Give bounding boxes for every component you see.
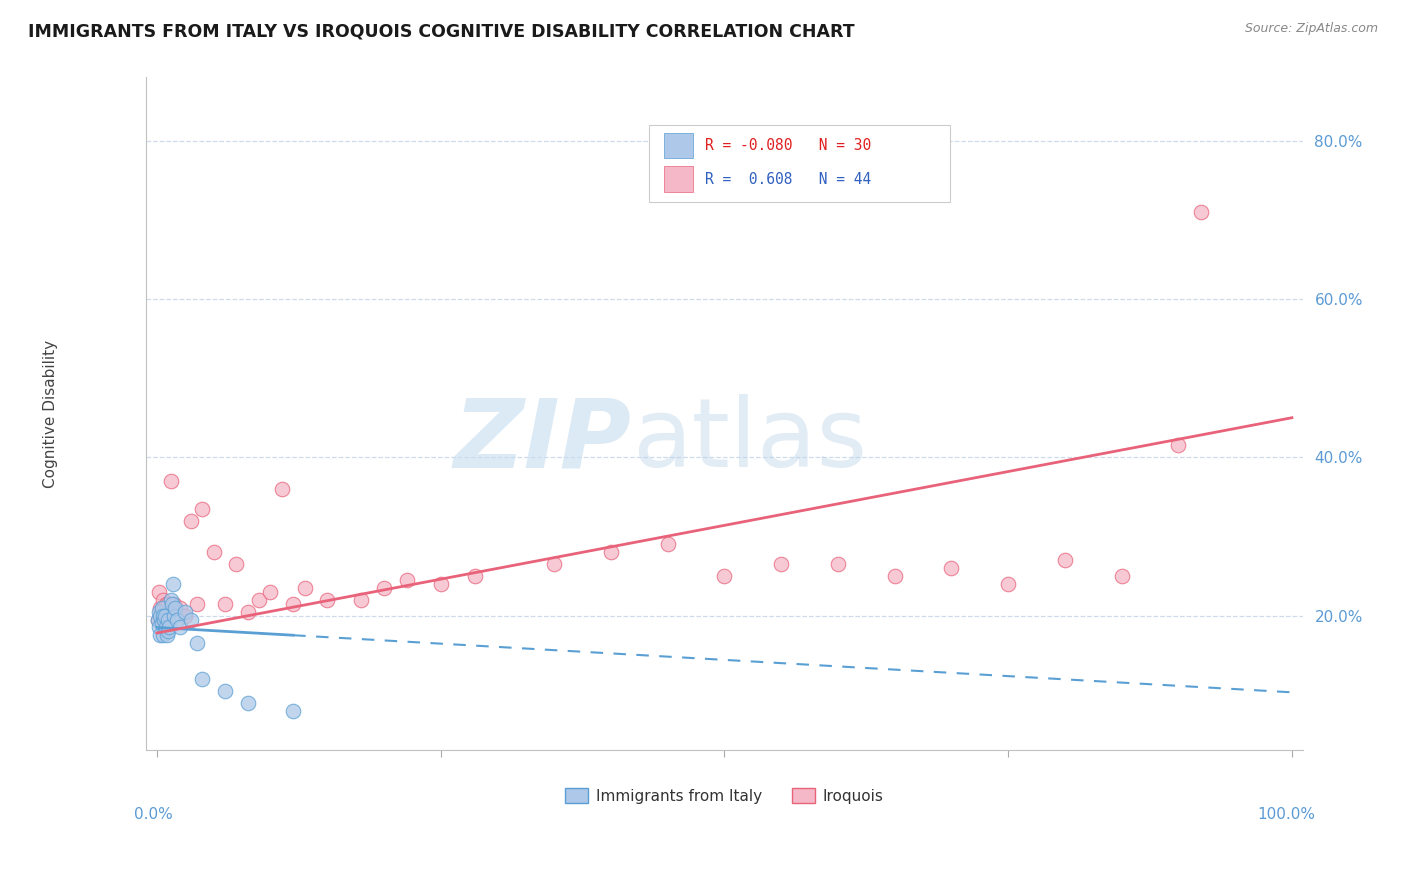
Point [283,704,305,718]
Point [146,613,169,627]
Text: Source: ZipAtlas.com: Source: ZipAtlas.com [1244,22,1378,36]
Point [543,557,565,571]
Point [657,537,679,551]
Point [156,628,179,642]
Point [152,592,174,607]
FancyBboxPatch shape [664,133,693,158]
Point [159,474,181,488]
Point [148,605,170,619]
Point [236,696,259,710]
Point [180,514,202,528]
Point [150,616,173,631]
Point [1111,569,1133,583]
Point [941,561,963,575]
Point [155,597,177,611]
Point [157,597,180,611]
Point [464,569,486,583]
Point [600,545,623,559]
Point [1053,553,1076,567]
Point [148,584,170,599]
Point [191,501,214,516]
Text: 100.0%: 100.0% [1257,807,1315,822]
FancyBboxPatch shape [650,125,950,202]
Point [149,608,172,623]
Point [225,557,247,571]
Point [149,628,172,642]
Point [169,620,191,634]
Point [827,557,849,571]
Point [160,597,183,611]
Point [174,608,197,623]
Point [153,608,176,623]
Point [152,613,174,627]
Point [157,624,180,639]
Point [174,605,197,619]
Point [294,581,316,595]
Point [236,605,259,619]
Point [270,482,292,496]
Point [1167,438,1189,452]
Point [155,620,177,634]
Point [153,608,176,623]
Point [146,613,169,627]
Point [259,584,281,599]
Point [157,613,180,627]
Point [159,620,181,634]
Text: R = -0.080   N = 30: R = -0.080 N = 30 [704,138,870,153]
Point [163,597,186,611]
Point [429,577,451,591]
Point [186,597,208,611]
Point [169,600,191,615]
Point [214,597,236,611]
Point [191,672,214,686]
Y-axis label: Cognitive Disability: Cognitive Disability [44,340,58,488]
Point [395,573,418,587]
Text: R =  0.608   N = 44: R = 0.608 N = 44 [704,171,870,186]
Point [150,613,173,627]
Point [373,581,395,595]
FancyBboxPatch shape [664,166,693,192]
Point [162,577,184,591]
Point [202,545,225,559]
Text: IMMIGRANTS FROM ITALY VS IROQUOIS COGNITIVE DISABILITY CORRELATION CHART: IMMIGRANTS FROM ITALY VS IROQUOIS COGNIT… [28,22,855,40]
Point [152,600,174,615]
Text: 0.0%: 0.0% [134,807,173,822]
Point [316,592,339,607]
Point [350,592,373,607]
Point [283,597,305,611]
Text: atlas: atlas [631,394,868,487]
Point [150,600,173,615]
Point [883,569,905,583]
Point [149,600,172,615]
Point [165,600,187,615]
Point [152,628,174,642]
Point [180,613,202,627]
Text: ZIP: ZIP [454,394,631,487]
Point [770,557,793,571]
Point [713,569,735,583]
Point [247,592,270,607]
Point [186,636,208,650]
Point [148,620,170,634]
Point [1189,205,1212,219]
Point [159,592,181,607]
Point [152,608,174,623]
Point [214,683,236,698]
Point [166,613,188,627]
Legend: Immigrants from Italy, Iroquois: Immigrants from Italy, Iroquois [560,781,890,810]
Point [997,577,1019,591]
Point [163,608,186,623]
